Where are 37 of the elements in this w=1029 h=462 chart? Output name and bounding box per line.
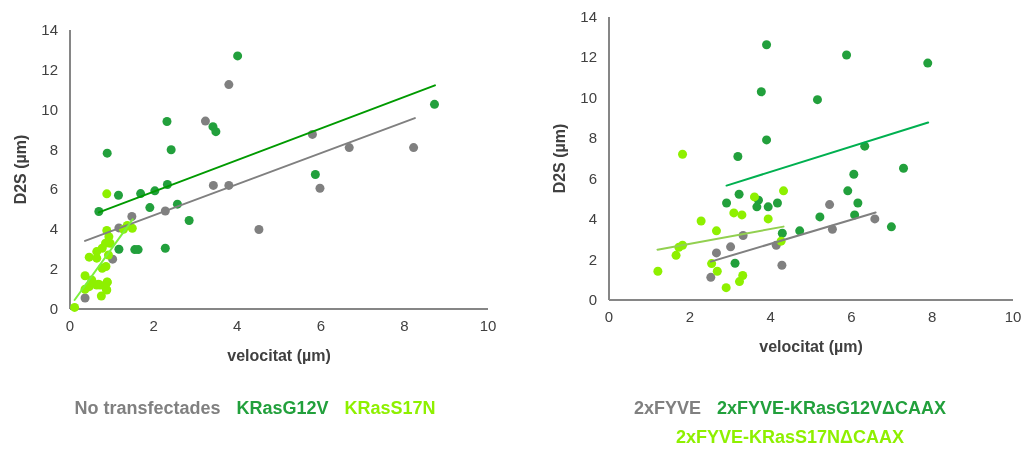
y-axis-title: D2S (µm): [551, 123, 568, 194]
y-tick-label: 8: [588, 129, 597, 147]
text: KRasS17N: [344, 398, 436, 419]
y-tick-label: 14: [41, 21, 58, 38]
y-tick-label: 8: [49, 140, 58, 158]
x-tick-label: 8: [928, 308, 937, 325]
x-axis-title: velocitat (µm): [227, 347, 331, 364]
x-tick-label: 0: [65, 317, 75, 334]
x-tick-label: 10: [479, 317, 497, 334]
text: 2xFYVE-KRasS17NΔCAAX: [675, 427, 904, 448]
y-tick-label: 12: [580, 48, 597, 66]
y-tick-label: 2: [588, 250, 597, 268]
x-tick-label: 6: [316, 317, 325, 334]
x-tick-label: 0: [604, 308, 614, 325]
y-tick-label: 0: [588, 291, 597, 308]
x-tick-label: 2: [685, 308, 694, 325]
y-tick-label: 4: [49, 220, 58, 238]
x-axis-title: velocitat (µm): [759, 338, 863, 355]
x-tick-label: 10: [1004, 308, 1022, 325]
text: No transfectades: [74, 398, 221, 419]
x-tick-label: 2: [149, 317, 158, 334]
y-tick-label: 14: [580, 8, 597, 25]
y-tick-label: 10: [41, 100, 58, 118]
y-tick-label: 12: [41, 60, 58, 78]
y-tick-label: 2: [49, 260, 58, 278]
x-tick-label: 4: [766, 308, 775, 325]
text: KRasG12V: [236, 398, 329, 419]
x-tick-label: 8: [400, 317, 409, 334]
y-axis-title: D2S (µm): [12, 134, 29, 205]
x-tick-label: 6: [847, 308, 856, 325]
text: 2xFYVE-KRasG12VΔCAAX: [717, 398, 947, 419]
y-tick-label: 6: [588, 169, 597, 187]
y-tick-label: 4: [588, 210, 597, 228]
x-tick-label: 4: [233, 317, 242, 334]
text: 2xFYVE: [633, 398, 701, 419]
y-tick-label: 6: [49, 180, 58, 198]
y-tick-label: 10: [580, 88, 597, 106]
